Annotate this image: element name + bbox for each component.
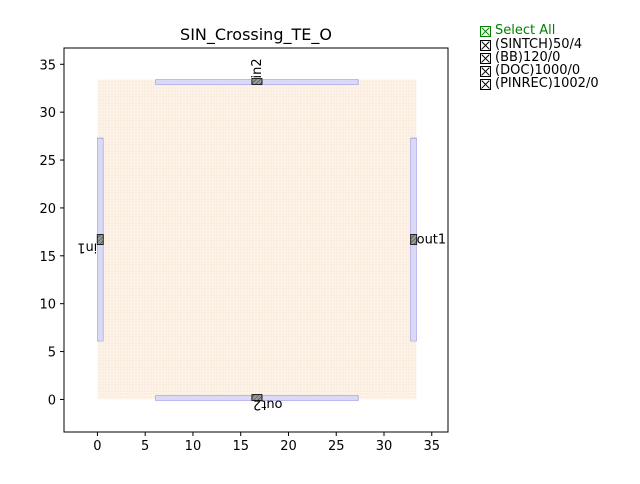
pin-marker-in1: [96, 234, 104, 246]
y-tick-label: 0: [48, 393, 56, 408]
select-all-label: Select All: [495, 23, 556, 38]
x-tick-label: 15: [232, 439, 249, 454]
pin-group: in1 out1 in2 out2: [77, 58, 446, 411]
pin-marker-in2: [251, 78, 263, 86]
layer-label: (BB)120/0: [495, 50, 561, 65]
y-tick-label: 25: [39, 154, 56, 169]
x-tick-label: 35: [423, 439, 440, 454]
axes-border: [63, 47, 449, 433]
layer-label: (PINREC)1002/0: [495, 76, 599, 91]
checkbox-checked-icon: [480, 25, 491, 37]
y-tick-label: 35: [39, 58, 56, 73]
y-tick-label: 30: [39, 106, 56, 121]
y-tick-label: 10: [39, 298, 56, 313]
checkbox-checked-icon: [480, 52, 491, 64]
layer-checkbox-doc[interactable]: (DOC)1000/0: [480, 64, 580, 78]
select-all-checkbox[interactable]: Select All: [480, 24, 555, 38]
pin-label-out1: out1: [417, 233, 447, 248]
y-tick-label: 20: [39, 202, 56, 217]
layer-checkbox-sintch[interactable]: (SINTCH)50/4: [480, 38, 582, 52]
layer-checkbox-bb[interactable]: (BB)120/0: [480, 51, 560, 65]
layer-checkbox-pinrec[interactable]: (PINREC)1002/0: [480, 77, 599, 91]
x-tick-label: 25: [328, 439, 345, 454]
pin-label-in1: in1: [77, 240, 97, 255]
pin-label-out2: out2: [253, 397, 283, 412]
checkbox-checked-icon: [480, 78, 491, 90]
checkbox-checked-icon: [480, 65, 491, 77]
x-tick-label: 20: [280, 439, 297, 454]
layer-label: (DOC)1000/0: [495, 63, 581, 78]
pin-marker-out1: [410, 234, 418, 246]
x-tick-label: 10: [185, 439, 202, 454]
axes-frame: [63, 47, 449, 433]
x-tick-label: 30: [376, 439, 393, 454]
layer-label: (SINTCH)50/4: [495, 37, 583, 52]
y-axis-ticks: 0 5 10 15 20 25 30 35: [39, 58, 64, 408]
y-tick-label: 5: [48, 346, 56, 361]
y-tick-label: 15: [39, 250, 56, 265]
chart-title: SIN_Crossing_TE_O: [180, 25, 332, 45]
die-fill: [97, 79, 417, 400]
die-outline: [97, 79, 417, 400]
pin-marker-out2: [251, 394, 263, 402]
x-tick-label: 5: [141, 439, 149, 454]
x-axis-ticks: 0 5 10 15 20 25 30 35: [93, 432, 440, 454]
checkbox-checked-icon: [480, 39, 491, 51]
x-tick-label: 0: [93, 439, 101, 454]
pin-label-in2: in2: [250, 58, 265, 78]
